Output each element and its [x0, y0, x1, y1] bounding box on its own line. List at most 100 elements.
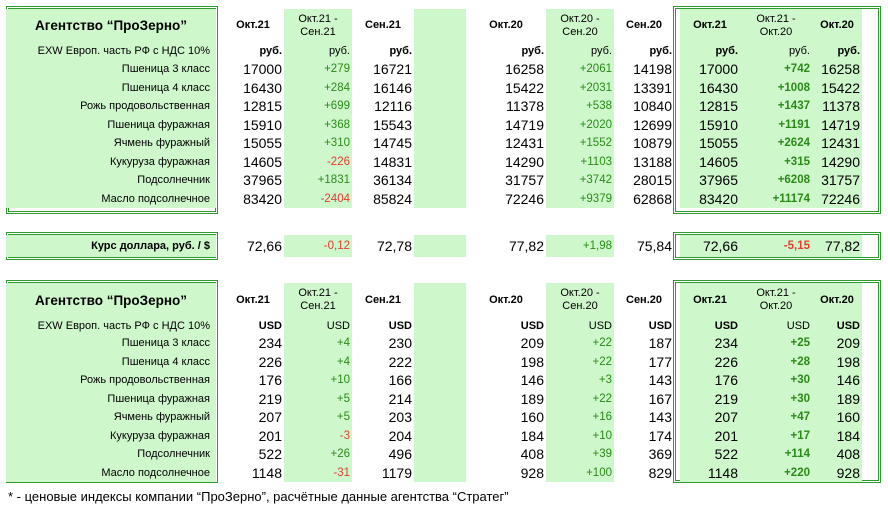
- price-value: 187: [648, 335, 672, 352]
- price-value: 72246: [505, 190, 544, 207]
- price-table-rub: Агентство “ПроЗерно” Окт.21 Окт.21 - Сен.2…: [6, 9, 882, 208]
- basis-label: EXW Европ. часть РФ с НДС 10%: [6, 42, 216, 60]
- title-text: Агентство “ПроЗерно”: [34, 292, 187, 308]
- column-header: Окт.21 - Окт.20: [740, 9, 812, 42]
- price-value: 15422: [812, 78, 862, 97]
- price-value: 11378: [812, 97, 862, 116]
- price-change: +538: [546, 97, 614, 116]
- price-value: 160: [520, 409, 544, 426]
- rate-value: 77,82: [812, 235, 862, 257]
- unit-label: USD: [648, 319, 672, 332]
- unit-label: USD: [812, 317, 862, 334]
- price-change: +1103: [546, 152, 614, 171]
- price-change: +1191: [740, 115, 812, 134]
- price-value: 12431: [812, 134, 862, 153]
- price-value: 12815: [680, 97, 740, 116]
- price-value: 15055: [680, 134, 740, 153]
- price-value: 13188: [633, 153, 672, 170]
- empty-green-column-cell: [414, 389, 466, 408]
- price-value: 207: [680, 408, 740, 427]
- price-value: 184: [520, 427, 544, 444]
- price-value: 16258: [812, 60, 862, 79]
- price-value: 207: [258, 409, 282, 426]
- empty-green-column-cell: [414, 235, 466, 257]
- price-change: +1437: [740, 97, 812, 116]
- price-value: 189: [520, 390, 544, 407]
- commodity-name: Ячмень фуражный: [6, 134, 216, 153]
- unit-label: USD: [740, 317, 812, 334]
- price-value: 12116: [374, 98, 412, 115]
- empty-green-column-cell: [414, 317, 466, 334]
- exchange-rate-label: Курс доллара, руб. / $: [6, 235, 216, 257]
- price-value: 146: [520, 372, 544, 389]
- price-change: +5: [284, 389, 352, 408]
- price-value: 16258: [505, 61, 544, 78]
- price-change: +315: [740, 152, 812, 171]
- unit-label: руб.: [740, 42, 812, 60]
- empty-green-column-cell: [414, 334, 466, 353]
- price-value: 143: [648, 409, 672, 426]
- price-change: +9379: [546, 189, 614, 208]
- price-value: 226: [680, 352, 740, 371]
- price-change: +22: [546, 334, 614, 353]
- price-value: 1148: [251, 464, 282, 481]
- column-header: Окт.21 - Окт.20: [740, 283, 812, 317]
- unit-label: USD: [680, 317, 740, 334]
- price-value: 12815: [243, 98, 282, 115]
- price-value: 1148: [680, 463, 740, 482]
- price-change: +368: [284, 115, 352, 134]
- price-value: 226: [258, 353, 282, 370]
- price-change: +284: [284, 78, 352, 97]
- commodity-name: Подсолнечник: [6, 171, 216, 190]
- price-value: 189: [812, 389, 862, 408]
- column-header: Окт.20: [812, 283, 862, 317]
- column-header: Окт.21: [680, 9, 740, 42]
- price-change: +10: [284, 371, 352, 390]
- price-change: +47: [740, 408, 812, 427]
- rate-value: 72,66: [246, 238, 282, 254]
- price-change: +4: [284, 352, 352, 371]
- price-value: 72246: [812, 189, 862, 208]
- price-change: +39: [546, 445, 614, 464]
- price-change: +25: [740, 334, 812, 353]
- commodity-name: Масло подсолнечное: [6, 189, 216, 208]
- price-value: 219: [680, 389, 740, 408]
- table-title: Агентство “ПроЗерно”: [6, 283, 216, 317]
- empty-green-column-cell: [414, 426, 466, 445]
- price-value: 928: [812, 463, 862, 482]
- price-value: 62868: [633, 190, 672, 207]
- price-change: +22: [546, 389, 614, 408]
- price-value: 14605: [243, 153, 282, 170]
- column-header: Окт.21: [236, 19, 270, 31]
- price-change: +742: [740, 60, 812, 79]
- price-value: 522: [680, 445, 740, 464]
- price-change: +28: [740, 352, 812, 371]
- price-value: 14831: [373, 153, 412, 170]
- column-header: Сен.21: [365, 293, 401, 306]
- price-value: 222: [388, 353, 412, 370]
- basis-label: EXW Европ. часть РФ с НДС 10%: [6, 317, 216, 334]
- price-change: +114: [740, 445, 812, 464]
- empty-green-column-cell: [414, 115, 466, 134]
- price-change: +1008: [740, 78, 812, 97]
- empty-green-column-cell: [414, 97, 466, 116]
- price-table-usd: Агентство “ПроЗерно” Окт.21 Окт.21 - Сен.2…: [6, 283, 882, 482]
- price-value: 14719: [812, 115, 862, 134]
- price-value: 143: [648, 372, 672, 389]
- price-change: +100: [546, 463, 614, 482]
- price-value: 14719: [505, 116, 544, 133]
- unit-label: руб.: [259, 45, 282, 57]
- price-value: 214: [388, 390, 412, 407]
- price-change: +4: [284, 334, 352, 353]
- price-value: 234: [680, 334, 740, 353]
- rate-change: -5,15: [740, 235, 812, 257]
- price-value: 204: [388, 427, 412, 444]
- price-value: 16721: [373, 61, 412, 78]
- rate-value: 72,66: [680, 235, 740, 257]
- price-value: 928: [520, 464, 544, 481]
- price-value: 198: [812, 352, 862, 371]
- price-value: 13391: [633, 79, 672, 96]
- price-value: 85824: [373, 190, 412, 207]
- price-value: 201: [680, 426, 740, 445]
- price-value: 16430: [243, 79, 282, 96]
